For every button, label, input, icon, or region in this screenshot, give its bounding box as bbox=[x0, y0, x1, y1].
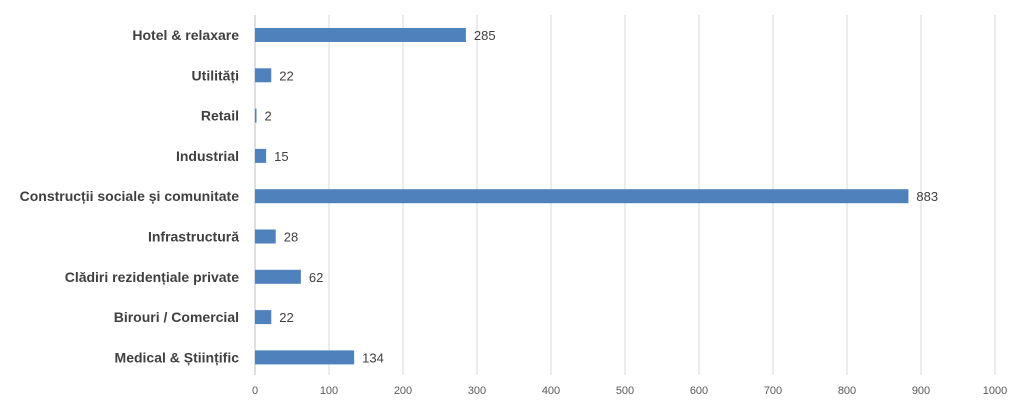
bar bbox=[255, 350, 355, 365]
bar bbox=[255, 269, 301, 284]
x-tick-label: 300 bbox=[468, 385, 486, 397]
data-label: 15 bbox=[274, 149, 288, 164]
bar bbox=[255, 108, 257, 123]
category-label: Hotel & relaxare bbox=[132, 27, 239, 43]
data-label: 22 bbox=[279, 310, 293, 325]
bar bbox=[255, 229, 276, 244]
category-label: Birouri / Comercial bbox=[114, 309, 239, 325]
category-label: Industrial bbox=[176, 148, 239, 164]
bars-layer bbox=[255, 28, 909, 365]
data-label: 883 bbox=[916, 189, 938, 204]
labels-layer: Hotel & relaxare 285 Utilități 22 Retail 2 Ind… bbox=[20, 27, 939, 365]
data-label: 62 bbox=[309, 270, 323, 285]
category-label: Infrastructură bbox=[148, 229, 239, 245]
data-label: 2 bbox=[264, 109, 271, 124]
x-tick-label: 700 bbox=[764, 385, 782, 397]
category-label: Retail bbox=[201, 108, 239, 124]
data-label: 134 bbox=[362, 350, 384, 365]
x-tick-label: 400 bbox=[542, 385, 560, 397]
data-label: 28 bbox=[284, 230, 298, 245]
x-tick-label: 900 bbox=[912, 385, 930, 397]
x-tick-label: 500 bbox=[616, 385, 634, 397]
data-label: 285 bbox=[474, 28, 496, 43]
data-label: 22 bbox=[279, 68, 293, 83]
category-label: Construcții sociale și comunitate bbox=[20, 188, 240, 204]
category-label: Utilități bbox=[192, 67, 239, 83]
bar bbox=[255, 28, 466, 42]
x-tick-label: 100 bbox=[320, 385, 338, 397]
x-tick-label: 1000 bbox=[983, 385, 1007, 397]
x-tick-label: 800 bbox=[838, 385, 856, 397]
x-tick-label: 0 bbox=[252, 385, 258, 397]
category-label: Clădiri rezidențiale private bbox=[65, 269, 239, 285]
bar bbox=[255, 310, 272, 325]
x-tick-label: 600 bbox=[690, 385, 708, 397]
bar bbox=[255, 189, 909, 204]
x-tick-label: 200 bbox=[394, 385, 412, 397]
bar bbox=[255, 148, 267, 163]
category-label: Medical & Științific bbox=[115, 349, 240, 365]
x-axis-ticks: 0 100 200 300 400 500 600 700 800 900 1000 bbox=[252, 385, 1007, 397]
bar bbox=[255, 68, 272, 83]
